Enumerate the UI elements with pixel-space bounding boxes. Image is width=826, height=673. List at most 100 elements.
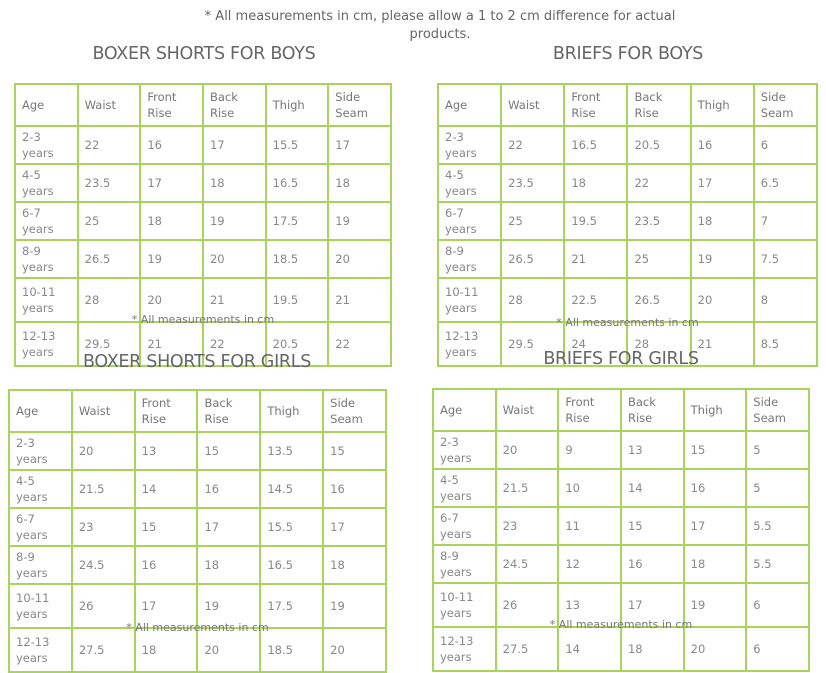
measurement-cell: 20 — [494, 430, 560, 470]
measurement-cell: 14 — [557, 626, 622, 672]
age-cell: 10-11 years — [14, 277, 79, 323]
age-cell: 12-13 years — [436, 321, 503, 367]
measurement-cell: 25 — [76, 201, 142, 241]
measurement-cell: 19 — [196, 583, 262, 629]
age-cell: 10-11 years — [432, 582, 497, 628]
header-row: Age Waist Front Rise Back Rise Thigh Side Sea… — [14, 83, 392, 127]
measurement-cell: 26 — [494, 582, 560, 628]
column-header: Front Rise — [139, 83, 204, 127]
measurement-cell: 18.5 — [259, 627, 325, 673]
measurement-disclaimer: * All measurements in cm, please allow a… — [204, 9, 676, 42]
measurement-cell: 23.5 — [626, 201, 692, 241]
table-row: 12-13 years 27.5 18 20 18.5 20 — [8, 627, 387, 673]
measurement-cell: 19 — [689, 239, 755, 279]
measurement-cell: 24.5 — [70, 545, 136, 585]
briefs-girls-title: BRIEFS FOR GIRLS — [543, 349, 699, 369]
table-row: 12-13 years 27.5 14 18 20 6 — [432, 626, 810, 672]
measurement-cell: 22 — [76, 125, 142, 165]
column-header: Side Seam — [745, 388, 810, 432]
measurement-cell: 26 — [70, 583, 136, 629]
measurement-cell: 19 — [139, 239, 204, 279]
measurement-cell: 21.5 — [494, 468, 560, 508]
column-header: Waist — [70, 389, 136, 433]
column-header: Thigh — [259, 389, 325, 433]
column-header: Side Seam — [327, 83, 392, 127]
measurement-cell: 20 — [682, 626, 748, 672]
measurement-cell: 22 — [626, 163, 692, 203]
measurement-cell: 22 — [201, 321, 267, 367]
column-header: Age — [8, 389, 73, 433]
age-cell: 2-3 years — [436, 125, 503, 165]
age-cell: 4-5 years — [8, 469, 73, 509]
measurement-cell: 29.5 — [500, 321, 566, 367]
table-row: 4-5 years 23.5 17 18 16.5 18 — [14, 163, 392, 203]
age-cell: 2-3 years — [432, 430, 497, 470]
measurement-cell: 19.5 — [264, 277, 330, 323]
measurement-cell: 18 — [133, 627, 199, 673]
measurement-cell: 21 — [689, 321, 755, 367]
age-cell: 6-7 years — [432, 506, 497, 546]
header-row: Age Waist Front Rise Back Rise Thigh Side Sea… — [432, 388, 810, 432]
boxer-shorts-boys-table: Age Waist Front Rise Back Rise Thigh Side Sea… — [14, 83, 392, 367]
measurement-cell: 20 — [201, 239, 267, 279]
measurement-cell: 20 — [689, 277, 755, 323]
boxer-shorts-girls-title: BOXER SHORTS FOR GIRLS — [82, 352, 312, 372]
boxer-shorts-girls-note: * All measurements in cm — [126, 621, 269, 634]
column-header: Back Rise — [196, 389, 262, 433]
measurement-cell: 12 — [557, 544, 622, 584]
measurement-cell: 24.5 — [494, 544, 560, 584]
measurement-cell: 21 — [563, 239, 629, 279]
age-cell: 8-9 years — [8, 545, 73, 585]
table-row: 4-5 years 21.5 14 16 14.5 16 — [8, 469, 387, 509]
measurement-cell: 23 — [70, 507, 136, 547]
age-cell: 6-7 years — [436, 201, 503, 241]
measurement-cell: 19.5 — [563, 201, 629, 241]
column-header: Back Rise — [626, 83, 692, 127]
table-row: 6-7 years 23 15 17 15.5 17 — [8, 507, 387, 547]
measurement-cell: 17 — [201, 125, 267, 165]
measurement-cell: 14.5 — [259, 469, 325, 509]
table-row: 2-3 years 22 16 17 15.5 17 — [14, 125, 392, 165]
measurement-cell: 20 — [139, 277, 204, 323]
measurement-cell: 16.5 — [264, 163, 330, 203]
measurement-cell: 17 — [619, 582, 685, 628]
measurement-cell: 18.5 — [264, 239, 330, 279]
measurement-cell: 5.5 — [745, 544, 810, 584]
column-header: Waist — [76, 83, 142, 127]
measurement-cell: 17 — [139, 163, 204, 203]
measurement-cell: 21 — [139, 321, 204, 367]
measurement-cell: 26.5 — [626, 277, 692, 323]
column-header: Age — [14, 83, 79, 127]
table-row: 8-9 years 24.5 16 18 16.5 18 — [8, 545, 387, 585]
measurement-cell: 15 — [196, 431, 262, 471]
measurement-cell: 15.5 — [264, 125, 330, 165]
measurement-cell: 21.5 — [70, 469, 136, 509]
measurement-cell: 13 — [557, 582, 622, 628]
measurement-cell: 24 — [563, 321, 629, 367]
measurement-cell: 18 — [619, 626, 685, 672]
measurement-cell: 17.5 — [264, 201, 330, 241]
measurement-cell: 20 — [196, 627, 262, 673]
measurement-cell: 16 — [196, 469, 262, 509]
measurement-cell: 17 — [133, 583, 199, 629]
measurement-cell: 29.5 — [76, 321, 142, 367]
table-row: 2-3 years 22 16.5 20.5 16 6 — [436, 125, 819, 165]
measurement-cell: 5 — [745, 468, 810, 508]
table-row: 12-13 years 29.5 21 22 20.5 22 — [14, 321, 392, 367]
age-cell: 4-5 years — [432, 468, 497, 508]
table-row: 8-9 years 26.5 21 25 19 7.5 — [436, 239, 819, 279]
column-header: Waist — [500, 83, 566, 127]
measurement-cell: 22.5 — [563, 277, 629, 323]
measurement-cell: 19 — [322, 583, 387, 629]
measurement-cell: 22 — [327, 321, 392, 367]
measurement-cell: 23 — [494, 506, 560, 546]
measurement-cell: 18 — [196, 545, 262, 585]
measurement-cell: 15.5 — [259, 507, 325, 547]
table-row: 8-9 years 26.5 19 20 18.5 20 — [14, 239, 392, 279]
table-row: 6-7 years 23 11 15 17 5.5 — [432, 506, 810, 546]
measurement-cell: 16 — [133, 545, 199, 585]
measurement-cell: 18 — [563, 163, 629, 203]
measurement-cell: 9 — [557, 430, 622, 470]
column-header: Age — [432, 388, 497, 432]
measurement-cell: 18 — [139, 201, 204, 241]
